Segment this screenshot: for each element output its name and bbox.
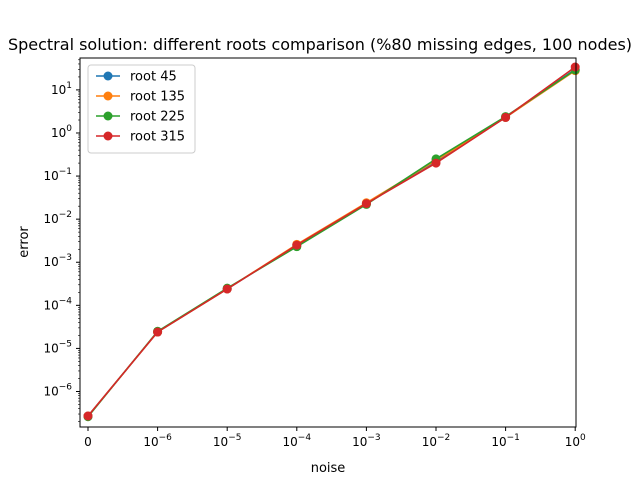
x-tick-label: 100	[565, 433, 586, 449]
x-axis-label: noise	[311, 461, 346, 476]
chart-title: Spectral solution: different roots compa…	[8, 35, 632, 54]
x-tick-label: 10−1	[491, 433, 520, 449]
axes-frame	[79, 57, 577, 428]
y-axis: 10−6 10−5 10−4 10−3 10−2 10−1 100 101	[43, 59, 80, 422]
data-point	[570, 62, 580, 72]
y-tick-label: 10−6	[43, 383, 72, 399]
legend-label: root 315	[130, 130, 185, 145]
legend-label: root 135	[130, 90, 185, 105]
legend-marker	[103, 91, 113, 101]
y-tick-label: 10−5	[43, 339, 72, 355]
data-point	[361, 199, 371, 209]
y-tick-label: 100	[51, 124, 72, 140]
series-line	[87, 66, 576, 417]
data-point	[153, 327, 163, 337]
legend-label: root 225	[130, 110, 185, 125]
y-tick-label: 10−3	[43, 253, 72, 269]
y-tick-label: 10−1	[43, 167, 72, 183]
legend-label: root 45	[130, 70, 177, 85]
x-axis: 0 10−6 10−5 10−4 10−3 10−2 10−1 100	[84, 427, 586, 449]
x-tick-label: 10−5	[213, 433, 242, 449]
y-tick-label: 10−4	[43, 296, 72, 312]
legend-marker	[103, 131, 113, 141]
data-point	[431, 158, 441, 168]
y-tick-label: 10−2	[43, 210, 72, 226]
x-tick-label: 0	[84, 435, 92, 449]
series-3	[83, 62, 580, 421]
x-tick-label: 10−3	[352, 433, 381, 449]
legend-box	[87, 64, 196, 154]
y-tick-label: 101	[51, 81, 72, 97]
legend-marker	[103, 111, 113, 121]
data-point	[501, 112, 511, 122]
legend-marker	[103, 71, 113, 81]
plot-area	[83, 62, 580, 422]
x-tick-label: 10−4	[283, 433, 312, 449]
data-point	[292, 240, 302, 250]
data-point	[222, 284, 232, 294]
legend: root 45 root 135 root 225 root 315	[87, 64, 196, 154]
y-axis-label: error	[17, 226, 32, 258]
x-tick-label: 10−6	[143, 433, 172, 449]
x-tick-label: 10−2	[422, 433, 451, 449]
data-point	[83, 411, 93, 421]
